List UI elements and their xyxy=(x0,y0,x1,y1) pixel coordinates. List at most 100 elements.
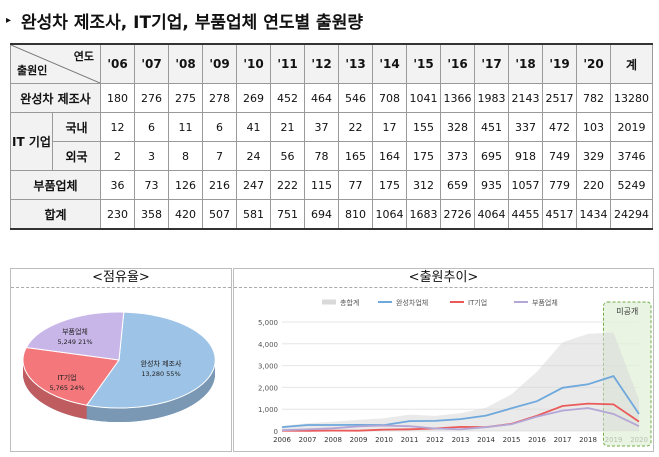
table-cell: 337 xyxy=(508,112,543,142)
table-cell: 452 xyxy=(270,83,305,113)
table-cell: 2019 xyxy=(610,112,653,142)
table-cell: 2 xyxy=(100,141,135,171)
table-cell: 115 xyxy=(304,170,339,200)
year-header: '07 xyxy=(134,43,169,84)
pie-label-value: 5,249 21% xyxy=(57,338,92,346)
total-header: 계 xyxy=(610,43,653,84)
table-cell: 464 xyxy=(304,83,339,113)
pie-slice-shade xyxy=(86,360,215,422)
year-header: '19 xyxy=(542,43,577,84)
table-cell: 165 xyxy=(338,141,373,171)
series-line xyxy=(281,407,640,432)
table-cell: 312 xyxy=(406,170,441,200)
table-cell: 472 xyxy=(542,112,577,142)
table-cell: 1366 xyxy=(440,83,475,113)
year-header: '06 xyxy=(100,43,135,84)
table-cell: 24 xyxy=(236,141,271,171)
x-tick-label: 2011 xyxy=(401,436,419,444)
table-cell: 11 xyxy=(168,112,203,142)
pie-label-name: 완성차 제조사 xyxy=(141,359,182,368)
pie-slice xyxy=(25,311,125,361)
table-cell: 216 xyxy=(202,170,237,200)
y-tick-label: 1,000 xyxy=(258,406,278,414)
table-cell: 2726 xyxy=(440,199,475,230)
table-cell: 1983 xyxy=(474,83,509,113)
x-tick-label: 2008 xyxy=(324,436,342,444)
table-cell: 782 xyxy=(576,83,611,113)
table-cell: 77 xyxy=(338,170,373,200)
table-cell: 4455 xyxy=(508,199,543,230)
table-cell: 21 xyxy=(270,112,305,142)
table-cell: 13280 xyxy=(610,83,653,113)
x-tick-label: 2014 xyxy=(477,436,495,444)
year-header: '09 xyxy=(202,43,237,84)
x-tick-label: 2017 xyxy=(554,436,572,444)
pie-label-name: 부품업체 xyxy=(62,328,88,336)
x-tick-label: 2007 xyxy=(299,436,317,444)
table-cell: 373 xyxy=(440,141,475,171)
legend-label: 완성차업체 xyxy=(396,298,428,307)
table-cell: 3 xyxy=(134,141,169,171)
table-cell: 1683 xyxy=(406,199,441,230)
trend-panel-title: <출원추이> xyxy=(234,269,653,288)
table-cell: 56 xyxy=(270,141,305,171)
x-tick-label: 2015 xyxy=(503,436,521,444)
table-cell: 6 xyxy=(202,112,237,142)
year-header: '17 xyxy=(474,43,509,84)
legend-label: 부품업체 xyxy=(532,299,558,307)
table-cell: 73 xyxy=(134,170,169,200)
table-cell: 6 xyxy=(134,112,169,142)
table-cell: 220 xyxy=(576,170,611,200)
year-header: '14 xyxy=(372,43,407,84)
table-cell: 358 xyxy=(134,199,169,230)
table-cell: 5249 xyxy=(610,170,653,200)
table-cell: 329 xyxy=(576,141,611,171)
table-cell: 36 xyxy=(100,170,135,200)
pie-chart: 완성차 제조사 13,280 55% IT기업 5,765 24% 부품업체 5,249 … xyxy=(22,311,216,422)
series-area-total xyxy=(282,332,639,431)
y-tick-label: 4,000 xyxy=(258,341,278,349)
header-corner: 연도 출원인 xyxy=(10,43,101,84)
year-header-label: 연도 xyxy=(73,50,94,63)
table-cell: 2143 xyxy=(508,83,543,113)
table-cell: 4064 xyxy=(474,199,509,230)
pie-slice xyxy=(22,346,120,406)
table-cell: 1057 xyxy=(508,170,543,200)
table-cell: 659 xyxy=(440,170,475,200)
table-cell: 276 xyxy=(134,83,169,113)
table-row-total: 합계 230 358 420 507 581 751 694 810 1064 … xyxy=(10,199,653,230)
table-cell: 8 xyxy=(168,141,203,171)
table-cell: 1064 xyxy=(372,199,407,230)
table-cell: 328 xyxy=(440,112,475,142)
table-cell: 126 xyxy=(168,170,203,200)
row-label: 부품업체 xyxy=(10,170,101,200)
table-cell: 164 xyxy=(372,141,407,171)
it-group-label: IT 기업 xyxy=(10,112,53,171)
table-cell: 779 xyxy=(542,170,577,200)
pie-label-value: 13,280 55% xyxy=(141,370,180,378)
trend-panel: <출원추이> 0 1,000 2,000 3,000 4,000 5,000 2006 200… xyxy=(233,268,654,452)
applicant-header-label: 출원인 xyxy=(17,64,48,77)
table-cell: 4517 xyxy=(542,199,577,230)
series-line xyxy=(281,375,640,428)
table-header-row: 연도 출원인 '06 '07 '08 '09 '10 '11 '12 '13 '… xyxy=(10,43,653,84)
table-cell: 269 xyxy=(236,83,271,113)
table-cell: 810 xyxy=(338,199,373,230)
bullet-icon: ▸ xyxy=(6,14,12,26)
table-cell: 2517 xyxy=(542,83,577,113)
table-cell: 751 xyxy=(270,199,305,230)
table-cell: 180 xyxy=(100,83,135,113)
share-panel-title: <점유율> xyxy=(11,269,231,288)
x-tick-label: 2016 xyxy=(528,436,546,444)
page-title: ▸ 완성차 제조사, IT기업, 부품업체 연도별 출원량 xyxy=(6,6,363,34)
table-cell: 451 xyxy=(474,112,509,142)
year-header: '12 xyxy=(304,43,339,84)
pie-label-value: 5,765 24% xyxy=(49,384,84,392)
table-cell: 935 xyxy=(474,170,509,200)
y-tick-label: 0 xyxy=(274,428,278,436)
y-tick-label: 5,000 xyxy=(258,319,278,327)
x-tick-label: 2010 xyxy=(375,436,393,444)
pie-slice-side xyxy=(86,360,215,422)
table-cell: 1434 xyxy=(576,199,611,230)
year-header: '13 xyxy=(338,43,373,84)
